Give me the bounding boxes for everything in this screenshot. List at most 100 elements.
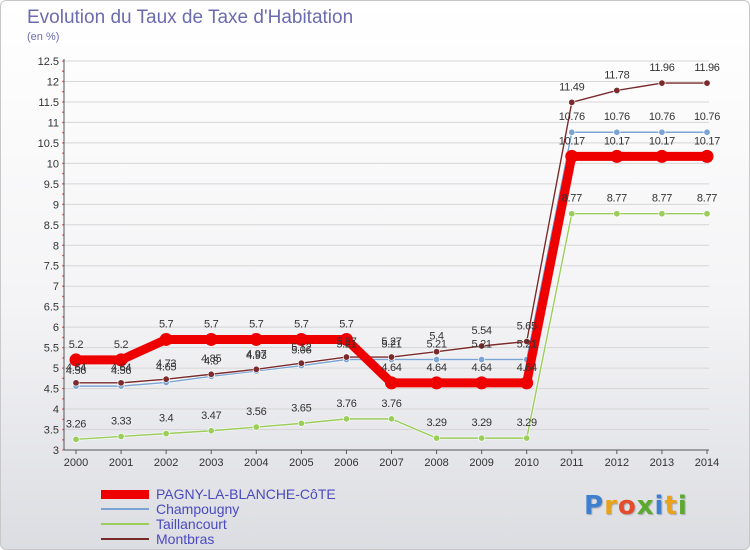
axis-tick-dot [62, 367, 64, 369]
axis-tick-dot [62, 111, 64, 113]
axis-tick-dot [62, 172, 64, 175]
data-point [114, 353, 128, 367]
data-point [204, 332, 218, 346]
axis-tick-dot [62, 203, 64, 206]
data-point [387, 353, 395, 361]
x-tick-label: 2008 [424, 457, 448, 469]
y-tick-label: 12.5 [38, 56, 59, 68]
axis-tick-dot [62, 264, 64, 267]
data-label: 3.4 [159, 413, 174, 425]
data-label: 10.17 [694, 135, 720, 147]
data-point [613, 210, 621, 218]
data-point [658, 79, 666, 87]
data-point [387, 415, 395, 423]
y-tick-label: 7 [53, 281, 59, 293]
x-tick-label: 2007 [379, 457, 403, 469]
axis-tick-dot [62, 213, 64, 216]
data-point [478, 356, 486, 364]
chart-title: Evolution du Taux de Taxe d'Habitation [27, 7, 354, 28]
data-point [339, 332, 353, 346]
x-tick-label: 2009 [469, 457, 493, 469]
data-label: 10.76 [694, 111, 720, 123]
data-point [613, 86, 621, 94]
axis-tick-dot [62, 244, 64, 247]
axis-tick-dot [62, 142, 64, 144]
data-point [658, 128, 666, 136]
data-point [478, 342, 486, 350]
proxiti-logo: Proxiti [584, 491, 688, 521]
data-point [433, 348, 441, 356]
data-point [568, 98, 576, 106]
y-tick-label: 12 [47, 76, 59, 88]
data-label: 3.47 [201, 410, 221, 422]
data-point [297, 359, 305, 367]
axis-tick-dot [62, 183, 64, 185]
data-label: 4.85 [201, 353, 221, 365]
data-point [568, 128, 576, 136]
data-label: 4.97 [246, 348, 266, 360]
legend-swatch [101, 523, 149, 525]
axis-tick-dot [62, 90, 64, 93]
data-point [475, 376, 489, 390]
data-label: 3.26 [66, 418, 86, 430]
data-point [523, 337, 531, 345]
data-label: 10.76 [604, 111, 630, 123]
axis-tick-dot [62, 408, 64, 410]
y-tick-label: 11 [48, 117, 59, 129]
axis-tick-dot [62, 131, 64, 134]
data-label: 11.96 [649, 62, 674, 74]
data-label: 5.7 [249, 318, 264, 330]
data-point [249, 332, 263, 346]
data-point [703, 128, 711, 136]
data-label: 3.29 [517, 417, 537, 429]
data-label: 5.7 [339, 318, 354, 330]
data-label: 5.21 [472, 339, 492, 351]
axis-tick-dot [62, 428, 64, 431]
y-tick-label: 5 [53, 363, 59, 375]
axis-tick-dot [62, 80, 64, 83]
legend-label: PAGNY-LA-BLANCHE-CôTE [156, 486, 336, 502]
data-point [297, 419, 305, 427]
data-label: 8.77 [652, 193, 672, 205]
axis-tick-dot [62, 449, 64, 451]
axis-tick-dot [62, 121, 64, 124]
data-point [342, 415, 350, 423]
data-label: 5.2 [69, 339, 84, 351]
axis-tick-dot [62, 295, 64, 298]
data-point [207, 370, 215, 378]
data-label: 4.93 [246, 350, 266, 362]
data-label: 5.06 [291, 345, 311, 357]
axis-tick-dot [62, 152, 64, 154]
data-point [613, 128, 621, 136]
axis-tick-dot [62, 418, 64, 421]
legend-swatch [101, 489, 149, 499]
data-label: 4.64 [472, 362, 492, 374]
data-label: 5.2 [114, 339, 129, 351]
x-tick-label: 2014 [695, 457, 719, 469]
data-label: 10.17 [604, 135, 630, 147]
x-tick-label: 2011 [560, 457, 584, 469]
axis-tick-dot [62, 377, 64, 380]
axis-tick-dot [62, 326, 64, 328]
axis-tick-dot [62, 70, 64, 73]
axis-tick-dot [62, 285, 64, 288]
data-point [117, 379, 125, 387]
data-point [478, 434, 486, 442]
logo-letter: i [654, 491, 665, 521]
x-tick-label: 2002 [154, 457, 178, 469]
data-label: 3.65 [291, 402, 311, 414]
legend-label: Montbras [156, 531, 215, 547]
data-label: 10.17 [559, 135, 585, 147]
data-label: 3.76 [336, 398, 356, 410]
legend-label: Champougny [156, 501, 240, 517]
axis-tick-dot [62, 336, 64, 339]
logo-letter: i [677, 491, 688, 521]
axis-tick-dot [62, 346, 64, 349]
data-label: 5.27 [336, 336, 356, 348]
x-tick-label: 2012 [605, 457, 629, 469]
y-tick-label: 3 [53, 445, 59, 457]
data-point [700, 149, 714, 163]
data-label: 5.27 [381, 336, 401, 348]
